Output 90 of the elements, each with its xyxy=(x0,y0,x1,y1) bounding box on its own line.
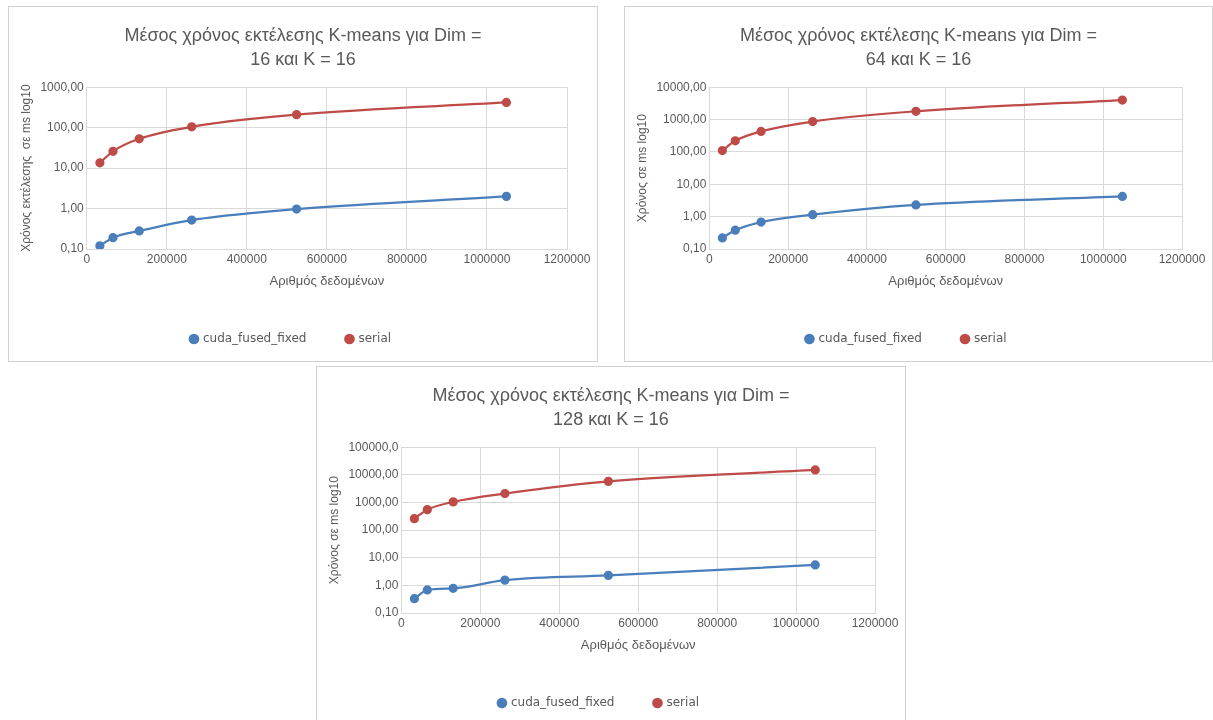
y-tick-label: 100,00 xyxy=(361,522,399,537)
y-axis-title: Χρόνος σε ms log10 xyxy=(326,475,341,585)
point xyxy=(756,126,766,137)
y-tick-label: 100,00 xyxy=(669,144,707,159)
y-axis-title: Χρόνος εκτέλεσης σε ms log10 xyxy=(18,84,33,252)
legend-label: serial xyxy=(973,331,1007,346)
x-tick-label: 200000 xyxy=(460,615,501,630)
x-tick-label: 400000 xyxy=(846,251,888,266)
point xyxy=(448,497,458,507)
x-tick-label: 800000 xyxy=(386,251,428,266)
point xyxy=(291,109,302,120)
x-axis-title: Αριθμός δεδομένων xyxy=(269,272,385,288)
point xyxy=(448,583,458,593)
point xyxy=(134,134,144,144)
y-tick-label: 10000,00 xyxy=(656,79,707,94)
x-tick-label: 1000000 xyxy=(1079,251,1127,266)
point xyxy=(108,233,118,243)
point xyxy=(95,158,105,168)
point xyxy=(603,476,613,486)
x-tick-label: 1000000 xyxy=(772,615,820,630)
y-tick-label: 10,00 xyxy=(53,160,85,175)
point xyxy=(808,210,818,220)
point xyxy=(911,200,921,210)
y-tick-label: 0,10 xyxy=(60,241,85,256)
legend-label: serial xyxy=(666,695,700,710)
y-tick-label: 100000,0 xyxy=(348,439,399,454)
y-tick-label: 1000,00 xyxy=(40,79,85,94)
y-tick-label: 0,10 xyxy=(683,241,707,256)
point xyxy=(730,225,740,235)
x-tick-label: 0 xyxy=(398,615,406,630)
x-tick-label: 400000 xyxy=(226,251,268,266)
point xyxy=(1117,95,1127,105)
point xyxy=(756,217,766,227)
point xyxy=(422,585,432,595)
point xyxy=(501,97,512,108)
point xyxy=(730,136,740,146)
legend-label: cuda_fused_fixed xyxy=(510,695,615,710)
chart-title: Μέσος χρόνος εκτέλεσης K-means για Dim = 64 και K = 16 xyxy=(738,24,1099,72)
x-tick-label: 1200000 xyxy=(543,251,591,266)
point xyxy=(187,215,197,225)
y-tick-label: 1,00 xyxy=(375,577,399,592)
point xyxy=(291,204,302,214)
x-axis-title: Αριθμός δεδομένων xyxy=(888,272,1004,288)
point xyxy=(500,575,510,585)
point xyxy=(717,145,727,156)
x-tick-label: 1000000 xyxy=(463,251,511,266)
point xyxy=(717,233,727,243)
x-tick-label: 1200000 xyxy=(1158,251,1206,266)
point xyxy=(810,465,820,475)
x-tick-label: 400000 xyxy=(539,615,580,630)
x-tick-label: 200000 xyxy=(146,251,188,266)
y-tick-label: 1,00 xyxy=(683,208,707,223)
point xyxy=(95,241,105,249)
legend-label: cuda_fused_fixed xyxy=(818,331,922,346)
x-axis-title: Αριθμός δεδομένων xyxy=(580,636,696,652)
point xyxy=(911,106,921,116)
y-tick-label: 1,00 xyxy=(60,200,85,215)
legend-label: cuda_fused_fixed xyxy=(202,331,307,346)
point xyxy=(501,191,512,201)
point xyxy=(134,226,144,236)
y-tick-label: 1000,00 xyxy=(355,494,399,509)
point xyxy=(1117,191,1127,202)
x-tick-label: 600000 xyxy=(306,251,348,266)
x-tick-label: 800000 xyxy=(697,615,738,630)
y-axis-title: Χρόνος σε ms log10 xyxy=(634,113,649,223)
point xyxy=(810,560,820,570)
y-tick-label: 1000,00 xyxy=(663,111,707,126)
y-tick-label: 100,00 xyxy=(47,119,85,134)
x-tick-label: 0 xyxy=(83,251,91,266)
x-tick-label: 800000 xyxy=(1004,251,1045,266)
y-tick-label: 10,00 xyxy=(676,176,707,191)
point xyxy=(187,122,197,132)
point xyxy=(808,116,818,127)
legend-label: serial xyxy=(358,331,392,346)
point xyxy=(500,488,510,499)
x-tick-label: 200000 xyxy=(768,251,809,266)
chart-title: Μέσος χρόνος εκτέλεσης K-means για Dim = 128 και K = 16 xyxy=(431,384,791,432)
point xyxy=(603,570,613,580)
x-tick-label: 600000 xyxy=(925,251,967,266)
point xyxy=(409,514,420,524)
x-tick-label: 600000 xyxy=(618,615,659,630)
point xyxy=(108,146,118,156)
y-tick-label: 10000,00 xyxy=(348,467,399,482)
chart-title: Μέσος χρόνος εκτέλεσης K-means για Dim = 16 και K = 16 xyxy=(123,24,483,72)
point xyxy=(409,594,420,604)
y-tick-label: 0,10 xyxy=(375,605,399,620)
x-tick-label: 0 xyxy=(706,251,714,266)
x-tick-label: 1200000 xyxy=(851,615,899,630)
y-tick-label: 10,00 xyxy=(368,550,399,565)
point xyxy=(422,505,432,515)
